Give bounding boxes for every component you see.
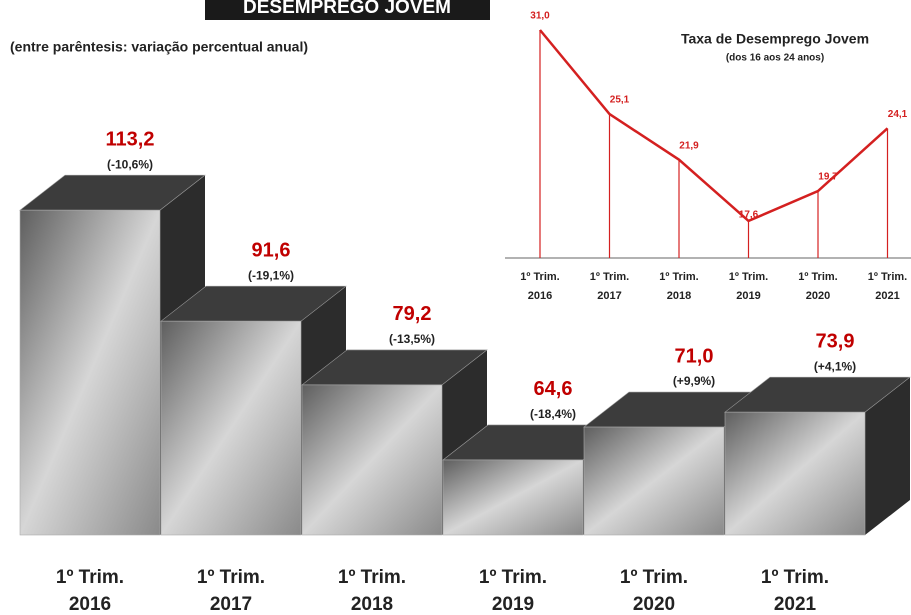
x-tick-label: 2021 (774, 594, 817, 615)
x-tick-label: 2016 (528, 290, 552, 302)
value-label: 21,9 (679, 140, 699, 151)
x-tick-label: 2018 (351, 594, 393, 615)
value-label: 25,1 (610, 95, 630, 106)
x-tick-label: 1º Trim. (197, 567, 265, 588)
value-label: 73,9 (816, 330, 855, 352)
x-tick-label: 1º Trim. (798, 271, 837, 283)
bar (19, 209, 161, 536)
change-label: (+9,9%) (673, 374, 715, 388)
value-label: 17,6 (739, 210, 759, 221)
chart-subtitle: (entre parêntesis: variação percentual a… (10, 39, 308, 55)
x-tick-label: 1º Trim. (56, 567, 124, 588)
x-tick-label: 2016 (69, 594, 111, 615)
change-label: (-13,5%) (389, 332, 435, 346)
x-tick-label: 1º Trim. (479, 567, 547, 588)
change-label: (-10,6%) (107, 157, 153, 171)
x-tick-label: 1º Trim. (868, 271, 907, 283)
change-label: (-18,4%) (530, 407, 576, 421)
x-tick-label: 2019 (736, 290, 760, 302)
bar (301, 384, 443, 536)
chart-title: DESEMPREGO JOVEM (243, 0, 451, 18)
value-label: 113,2 (106, 128, 155, 150)
value-label: 19,7 (818, 172, 838, 183)
x-tick-label: 2017 (210, 594, 252, 615)
value-label: 79,2 (393, 303, 432, 325)
x-tick-label: 1º Trim. (590, 271, 629, 283)
x-tick-label: 1º Trim. (761, 567, 829, 588)
change-label: (+4,1%) (814, 359, 856, 373)
bar (724, 411, 866, 536)
x-tick-label: 2018 (667, 290, 691, 302)
x-tick-label: 2021 (875, 290, 899, 302)
x-tick-label: 1º Trim. (620, 567, 688, 588)
x-tick-label: 2020 (633, 594, 675, 615)
inset-title: Taxa de Desemprego Jovem (681, 31, 869, 47)
bar (442, 459, 584, 536)
value-label: 71,0 (675, 345, 714, 367)
bar-side (865, 377, 910, 535)
line (539, 29, 889, 223)
x-tick-label: 2020 (806, 290, 830, 302)
title-banner (205, 0, 490, 20)
x-tick-label: 2019 (492, 594, 534, 615)
value-label: 64,6 (534, 378, 573, 400)
value-label: 31,0 (530, 11, 550, 22)
change-label: (-19,1%) (248, 268, 294, 282)
x-tick-label: 1º Trim. (520, 271, 559, 283)
bar (160, 320, 302, 536)
bar (583, 426, 725, 536)
inset-subtitle: (dos 16 aos 24 anos) (726, 53, 824, 64)
value-label: 24,1 (888, 109, 908, 120)
x-tick-label: 1º Trim. (729, 271, 768, 283)
value-label: 91,6 (252, 239, 291, 261)
x-tick-label: 1º Trim. (338, 567, 406, 588)
x-tick-label: 2017 (597, 290, 621, 302)
x-tick-label: 1º Trim. (659, 271, 698, 283)
